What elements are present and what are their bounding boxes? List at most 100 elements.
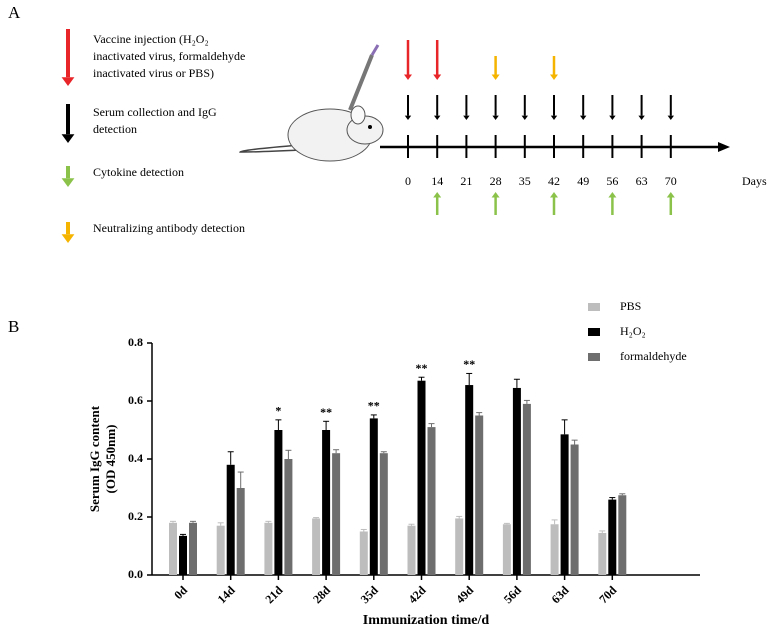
bar	[369, 418, 378, 575]
bar	[236, 488, 245, 575]
legend-swatch	[588, 328, 600, 336]
arrow-head	[404, 74, 412, 80]
x-tick-label: 0d	[171, 583, 190, 602]
bar	[560, 434, 569, 575]
x-tick-label: 70d	[596, 583, 619, 606]
y-axis-label: Serum IgG content	[87, 405, 102, 512]
y-axis-label: (OD 450nm)	[103, 425, 118, 494]
legend-text: PBS	[620, 299, 641, 313]
bar	[332, 453, 341, 575]
arrow-head	[491, 192, 500, 198]
day-label: 70	[665, 174, 677, 188]
legend-text: detection	[93, 122, 137, 136]
bar	[264, 522, 273, 575]
bar	[417, 380, 426, 575]
arrow-head	[61, 178, 75, 187]
day-label: 28	[490, 174, 502, 188]
x-tick-label: 49d	[453, 583, 476, 606]
day-label: 21	[460, 174, 472, 188]
day-label: 56	[606, 174, 618, 188]
arrow-head	[463, 115, 470, 120]
bar	[550, 524, 559, 575]
day-label: 14	[431, 174, 443, 188]
y-tick-label: 0.2	[128, 509, 143, 523]
mouse-illustration	[239, 44, 384, 162]
arrow-head	[61, 134, 75, 143]
panel-label: A	[8, 3, 21, 22]
bar	[608, 499, 617, 575]
arrow-head	[609, 115, 616, 120]
legend-text: Serum collection and IgG	[93, 105, 217, 119]
arrow-head	[580, 115, 587, 120]
bar	[189, 522, 197, 575]
legend-text: inactivated virus, formaldehyde	[93, 49, 245, 63]
arrow-head	[404, 115, 412, 120]
day-label: 35	[519, 174, 531, 188]
legend-text: Neutralizing antibody detection	[93, 221, 245, 235]
x-tick-label: 35d	[358, 583, 381, 606]
x-tick-label: 56d	[501, 583, 524, 606]
day-label: 42	[548, 174, 560, 188]
significance: *	[275, 404, 281, 418]
bar	[427, 427, 436, 575]
timeline-head	[718, 142, 730, 152]
legend-swatch	[588, 303, 600, 311]
arrow-head	[608, 192, 617, 198]
bar	[169, 522, 177, 575]
x-axis-label: Immunization time/d	[363, 613, 490, 628]
x-tick-label: 28d	[310, 583, 333, 606]
bar	[226, 464, 235, 575]
axis-label: Days	[742, 174, 767, 188]
x-tick-label: 14d	[215, 583, 238, 606]
bar	[284, 459, 293, 575]
bar	[475, 415, 484, 575]
bar	[312, 518, 321, 575]
bar	[274, 430, 283, 575]
arrow-head	[521, 115, 528, 120]
bar	[502, 524, 511, 575]
arrow-head	[433, 74, 442, 80]
bar	[570, 444, 579, 575]
bar	[598, 532, 607, 575]
significance: **	[416, 361, 428, 375]
legend-swatch	[588, 353, 600, 361]
legend-text: formaldehyde	[620, 349, 687, 363]
arrow-head	[667, 115, 674, 120]
arrow-head	[434, 115, 441, 120]
bar	[512, 387, 521, 575]
significance: **	[368, 399, 380, 413]
x-tick-label: 63d	[549, 583, 572, 606]
arrow-head	[61, 77, 75, 86]
arrow-head	[492, 115, 499, 120]
arrow-head	[550, 115, 558, 120]
y-tick-label: 0.0	[128, 567, 143, 581]
bar	[216, 525, 225, 575]
significance: **	[463, 357, 475, 371]
bar	[455, 518, 464, 575]
bar	[359, 531, 368, 575]
arrow-head	[638, 115, 645, 120]
legend-text: Cytokine detection	[93, 165, 184, 179]
y-tick-label: 0.6	[128, 393, 143, 407]
bar	[465, 385, 474, 575]
bar	[618, 495, 627, 575]
bar	[179, 535, 187, 575]
bar	[322, 430, 331, 575]
day-label: 49	[577, 174, 589, 188]
day-label: 0	[405, 174, 411, 188]
bar	[407, 525, 416, 575]
legend-text: inactivated virus or PBS)	[93, 66, 214, 80]
arrow-head	[61, 234, 75, 243]
arrow-head	[433, 192, 442, 198]
y-tick-label: 0.4	[128, 451, 143, 465]
day-label: 63	[636, 174, 648, 188]
arrow-head	[491, 74, 500, 80]
arrow-head	[550, 192, 558, 198]
arrow-head	[550, 74, 558, 80]
arrow-head	[666, 192, 675, 198]
x-tick-label: 21d	[262, 583, 285, 606]
legend-text: Vaccine injection (H₂O₂	[93, 32, 209, 46]
y-tick-label: 0.8	[128, 335, 143, 349]
significance: **	[320, 405, 332, 419]
